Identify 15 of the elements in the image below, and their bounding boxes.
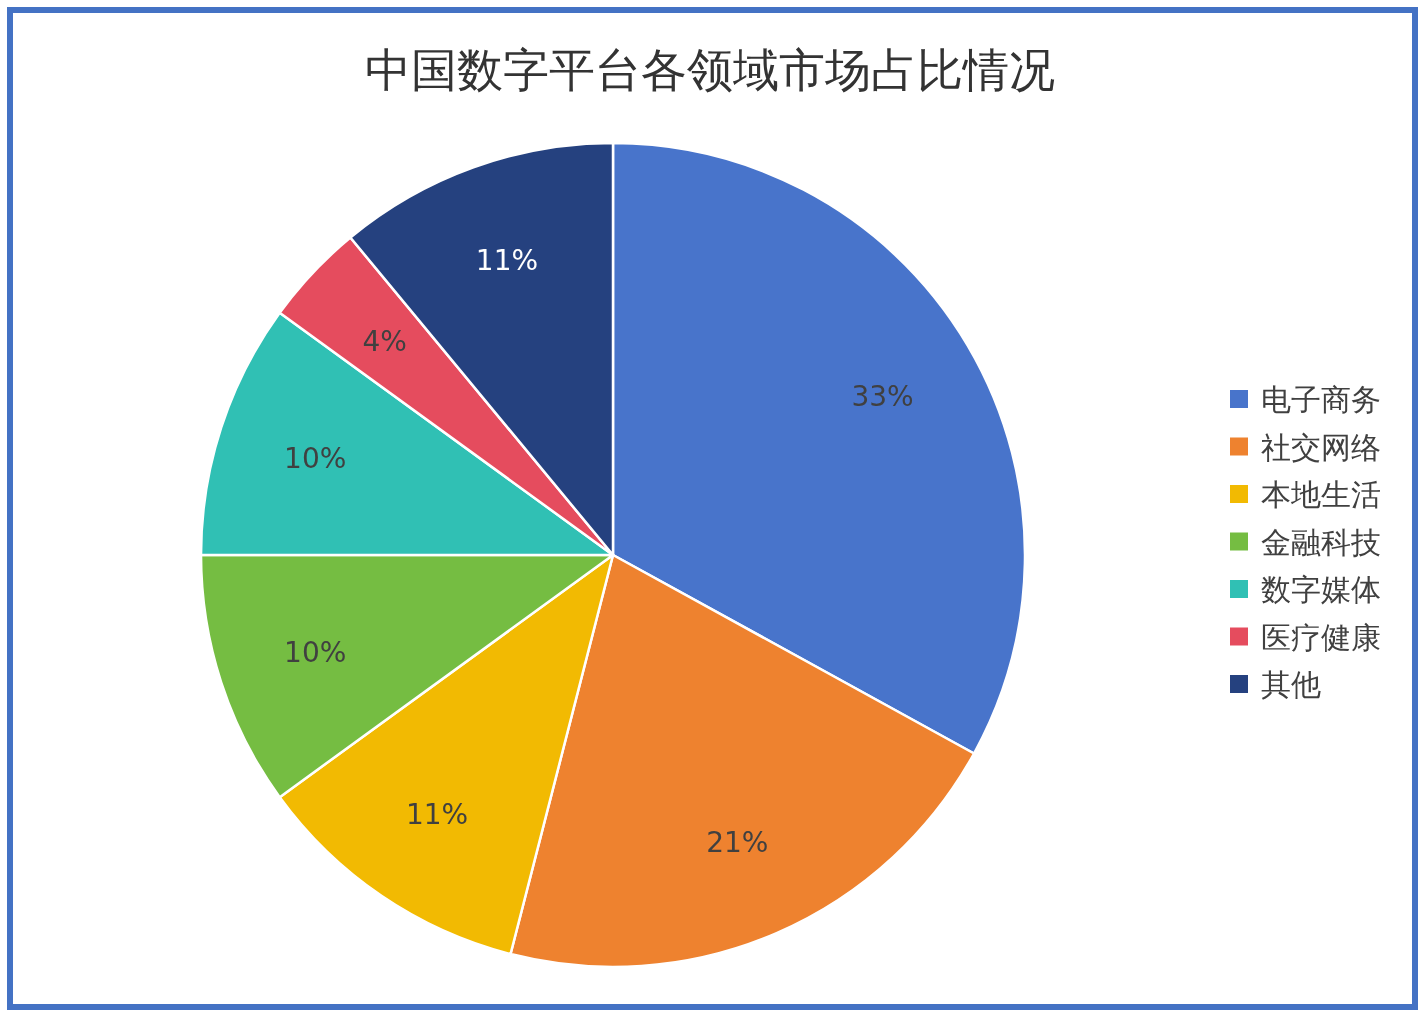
data-label: 4% <box>362 324 407 358</box>
data-label: 33% <box>851 379 914 413</box>
chart-title: 中国数字平台各领域市场占比情况 <box>365 43 1055 97</box>
legend-label: 其他 <box>1261 667 1321 702</box>
data-label: 11% <box>475 244 539 278</box>
legend-label: 数字媒体 <box>1261 572 1381 607</box>
data-label: 21% <box>706 826 769 860</box>
data-label: 10% <box>284 442 347 476</box>
legend-label: 电子商务 <box>1261 382 1381 417</box>
legend-label: 医疗健康 <box>1261 619 1381 655</box>
data-label: 10% <box>284 635 347 669</box>
legend-label: 本地生活 <box>1261 477 1381 512</box>
data-label: 11% <box>405 797 469 831</box>
legend-label: 金融科技 <box>1261 524 1381 560</box>
legend-label: 社交网络 <box>1261 429 1381 465</box>
